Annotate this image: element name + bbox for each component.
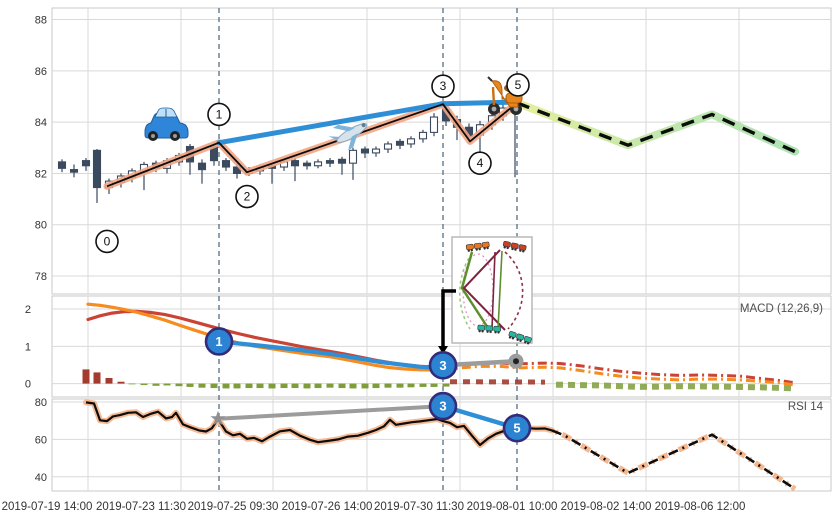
- rsi-forecast-glow: [550, 427, 797, 492]
- price-event-marker-1: [207, 102, 231, 127]
- svg-text:84: 84: [35, 117, 47, 129]
- svg-text:40: 40: [35, 472, 47, 484]
- svg-text:5: 5: [515, 78, 522, 92]
- svg-text:86: 86: [35, 66, 47, 78]
- macd-panel-label: MACD (12,26,9): [739, 303, 823, 315]
- macd-event-marker-1: [204, 327, 234, 356]
- rsi-line: [85, 401, 553, 447]
- price-forecast: [516, 101, 796, 154]
- train-icon-bottom: [477, 324, 502, 334]
- price-panel: [57, 98, 799, 203]
- star-marker: [210, 410, 226, 426]
- svg-text:0: 0: [25, 379, 31, 391]
- rsi-gray-connector: [216, 404, 445, 421]
- svg-text:1: 1: [25, 341, 31, 353]
- svg-text:2: 2: [244, 190, 251, 204]
- svg-text:2: 2: [25, 304, 31, 316]
- svg-text:5: 5: [513, 421, 520, 436]
- svg-text:80: 80: [35, 397, 47, 409]
- airplane-icon: [328, 123, 368, 151]
- svg-text:2019-07-30 11:30: 2019-07-30 11:30: [374, 501, 464, 513]
- svg-text:80: 80: [35, 220, 47, 232]
- macd-panel: [82, 302, 796, 392]
- svg-text:2019-08-06 12:00: 2019-08-06 12:00: [655, 501, 746, 513]
- svg-text:82: 82: [35, 168, 47, 180]
- inset-arrow: [441, 289, 456, 346]
- rsi-event-marker-3: [428, 391, 458, 421]
- rsi-forecast: [551, 429, 796, 490]
- macd-forecast: [442, 364, 796, 387]
- rsi-panel: [83, 399, 797, 492]
- svg-text:2019-08-01 10:00: 2019-08-01 10:00: [467, 501, 558, 513]
- macd-event-marker-3: [428, 351, 458, 380]
- svg-text:1: 1: [215, 334, 222, 349]
- price-event-marker-5: [506, 73, 530, 97]
- price-event-marker-0: [95, 229, 119, 254]
- number-markers: 0 1 2 3 4 5 1 3 3 5: [95, 73, 532, 443]
- rsi-panel-label: RSI 14: [787, 401, 823, 413]
- macd-hist-forecast-green: [555, 381, 796, 392]
- svg-text:78: 78: [35, 271, 47, 283]
- svg-text:2019-07-23 11:30: 2019-07-23 11:30: [96, 501, 186, 513]
- svg-text:1: 1: [216, 107, 223, 121]
- rsi-event-marker-5: [502, 413, 532, 443]
- svg-text:2019-07-19 14:00: 2019-07-19 14:00: [2, 501, 93, 513]
- svg-text:2019-07-25 09:30: 2019-07-25 09:30: [188, 501, 279, 513]
- rollercoaster-inset: [451, 236, 533, 345]
- price-event-marker-4: [468, 151, 492, 175]
- svg-text:60: 60: [35, 434, 47, 446]
- svg-text:4: 4: [477, 156, 484, 170]
- svg-text:2019-08-02 14:00: 2019-08-02 14:00: [561, 501, 652, 513]
- svg-text:2019-07-26 14:00: 2019-07-26 14:00: [282, 501, 373, 513]
- train-icon-bottom-right: [508, 331, 532, 345]
- car-icon: [144, 107, 189, 141]
- svg-text:3: 3: [439, 399, 446, 414]
- train-icon-top-right: [502, 240, 527, 253]
- svg-text:3: 3: [440, 79, 447, 93]
- svg-text:3: 3: [439, 358, 446, 373]
- train-icon-top: [465, 241, 490, 252]
- price-event-marker-2: [235, 184, 259, 209]
- price-icons: [144, 76, 523, 151]
- svg-text:88: 88: [35, 15, 47, 27]
- price-event-marker-3: [431, 74, 455, 99]
- macd-blue-connector: [216, 339, 446, 371]
- macd-histogram: [82, 369, 450, 389]
- svg-text:0: 0: [104, 234, 111, 248]
- inset-arrow-head: [438, 346, 448, 354]
